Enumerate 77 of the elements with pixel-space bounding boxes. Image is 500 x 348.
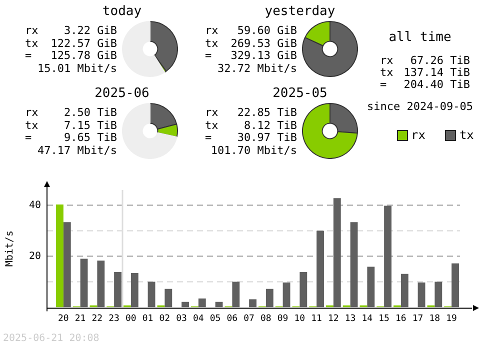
bar [300, 272, 308, 308]
bar [164, 288, 172, 308]
x-tick-label: 02 [159, 314, 170, 324]
legend-label: rx [411, 128, 426, 142]
text: rx 2.50 TiB [25, 106, 117, 119]
bar [130, 273, 138, 308]
x-tick-label: 14 [362, 314, 373, 324]
text: = 9.65 TiB [25, 131, 117, 144]
bar [452, 263, 459, 308]
text: 47.17 Mbit/s [38, 144, 117, 156]
text: tx 269.53 GiB [205, 36, 297, 50]
text: = 30.97 TiB [205, 131, 297, 144]
text: rx 67.26 TiB [380, 54, 470, 67]
text: rx 22.85 TiB [205, 106, 297, 119]
x-tick-label: 04 [193, 314, 204, 324]
x-tick-label: 03 [176, 314, 187, 324]
x-tick-label: 05 [210, 314, 221, 324]
bar [97, 260, 105, 308]
bar [249, 299, 256, 308]
x-tick-label: 15 [378, 314, 390, 324]
bar [182, 302, 189, 308]
x-tick-label: 13 [344, 314, 356, 324]
chart-title: 2025-06 [94, 86, 150, 101]
text: 15.01 Mbit/s [38, 62, 117, 74]
legend-label: tx [459, 128, 474, 142]
x-tick-label: 00 [126, 314, 136, 324]
text: = 125.78 GiB [25, 49, 117, 62]
text: = 329.13 GiB [205, 49, 297, 62]
text: = 204.40 TiB [380, 78, 470, 91]
text: 101.70 Mbit/s [210, 144, 297, 156]
text: rx 59.60 GiB [205, 24, 297, 37]
x-tick-label: 09 [277, 314, 288, 324]
bar [232, 282, 240, 308]
text: tx 7.15 TiB [25, 118, 117, 132]
bar [114, 272, 122, 308]
text: tx 137.14 TiB [380, 66, 470, 79]
text: 32.72 Mbit/s [218, 62, 297, 74]
bar [384, 206, 392, 308]
bar [80, 258, 88, 308]
text: all time [388, 30, 452, 45]
bar [282, 282, 290, 308]
bar [316, 230, 324, 308]
x-tick-label: 22 [92, 314, 103, 324]
bar [400, 274, 408, 308]
text: tx 122.57 GiB [25, 36, 117, 50]
x-tick-label: 01 [142, 314, 154, 324]
x-tick-label: 17 [412, 314, 424, 324]
bar [266, 288, 274, 308]
text: rx 3.22 GiB [25, 24, 117, 37]
chart-title: 2025-05 [272, 86, 328, 101]
y-tick-label: 40 [28, 200, 41, 211]
bar [367, 266, 375, 308]
x-tick-label: 07 [244, 314, 254, 324]
bar [418, 282, 426, 308]
x-tick-label: 19 [446, 314, 457, 324]
x-tick-label: 08 [260, 314, 272, 324]
chart-title: today [101, 4, 143, 19]
x-tick-label: 16 [396, 314, 406, 324]
bar [333, 198, 341, 308]
bar [434, 282, 442, 308]
text: tx 8.12 TiB [205, 118, 297, 132]
x-tick-label: 06 [226, 314, 238, 324]
bar [198, 298, 206, 308]
bar [350, 222, 358, 308]
x-tick-label: 18 [429, 314, 440, 324]
x-tick-label: 23 [108, 314, 120, 324]
x-tick-label: 10 [294, 314, 306, 324]
text: since 2024-09-05 [366, 100, 474, 113]
y-axis-title: Mbit/s [4, 230, 16, 267]
bar [148, 282, 156, 308]
x-tick-label: 11 [311, 314, 322, 324]
chart-title: yesterday [264, 4, 336, 19]
x-tick-label: 12 [328, 314, 339, 324]
x-tick-label: 21 [74, 314, 86, 324]
x-tick-label: 20 [58, 314, 69, 324]
bar [56, 204, 64, 308]
bar [63, 222, 71, 308]
